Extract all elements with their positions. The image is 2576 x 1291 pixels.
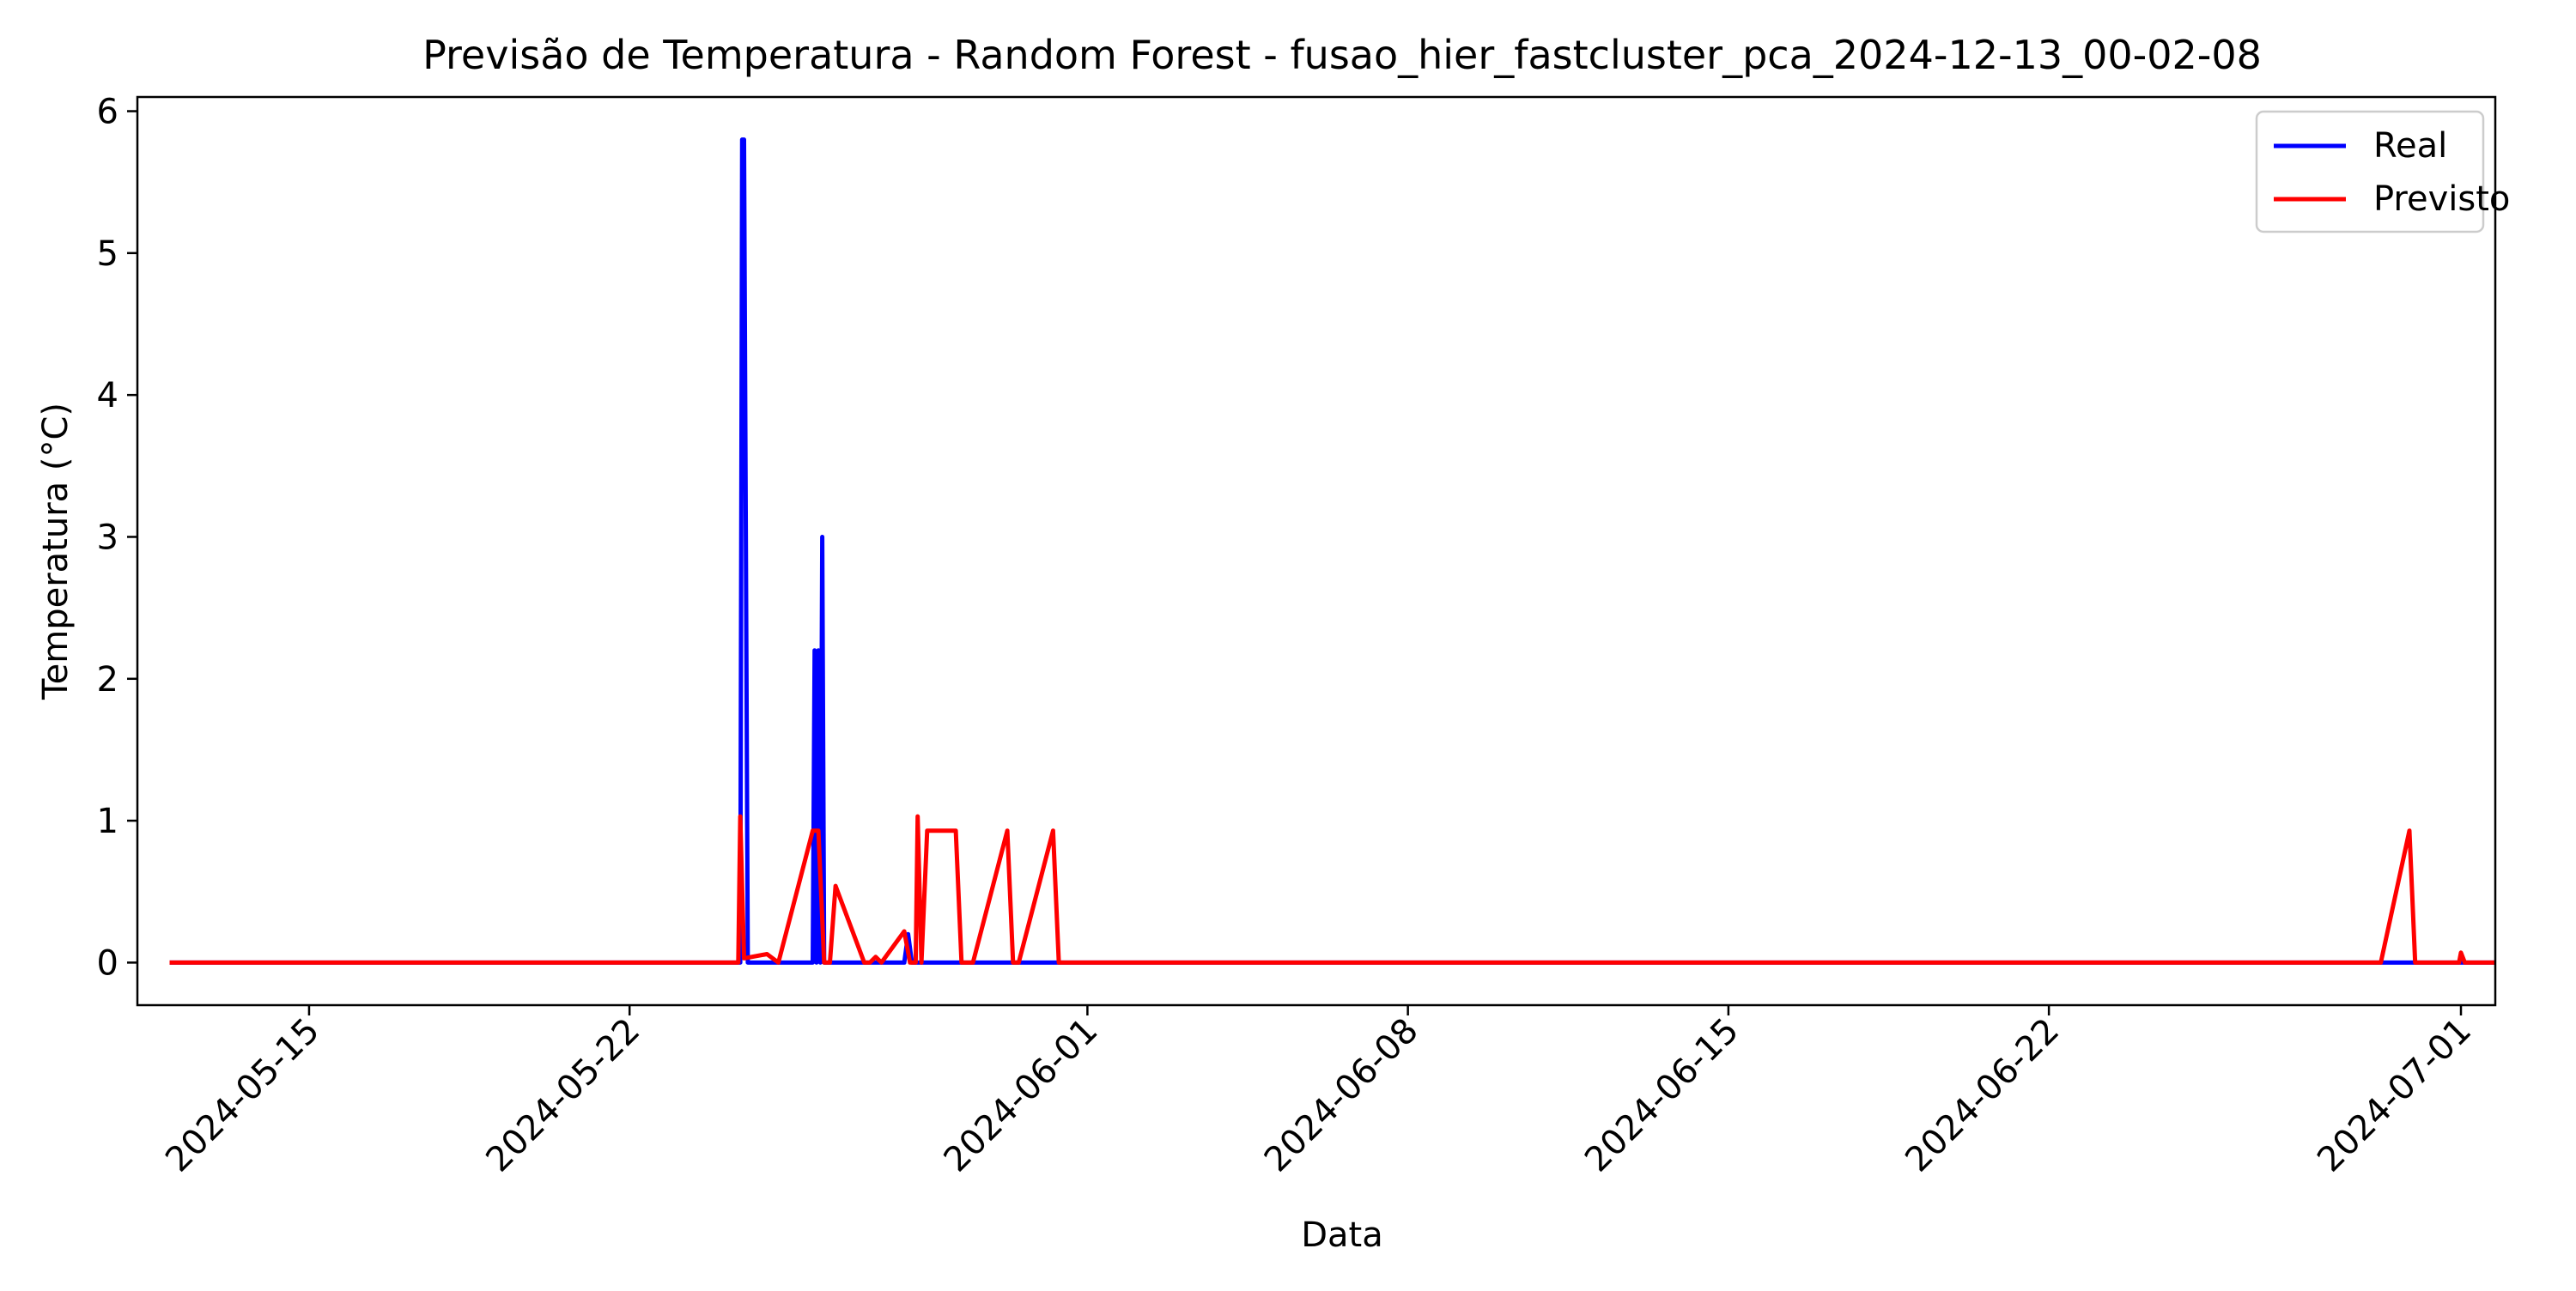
y-tick-label: 6: [97, 93, 118, 132]
y-tick-label: 0: [97, 943, 118, 983]
y-axis-label: Temperatura (°C): [36, 403, 76, 700]
legend-box: [2255, 110, 2485, 233]
series-layer: [169, 137, 2495, 965]
y-tick-label: 2: [97, 660, 118, 700]
y-tick-label: 3: [97, 518, 118, 557]
y-axis-ticks: 0 1 2 3 4 5 6: [97, 93, 137, 983]
plot-area-frame: [136, 95, 2497, 1007]
y-tick-label: 5: [97, 234, 118, 274]
series-line-previsto: [169, 814, 2495, 965]
chart-title: Previsão de Temperatura - Random Forest …: [422, 32, 2262, 78]
y-tick-label: 4: [97, 376, 118, 415]
legend-real-label: Real: [2373, 126, 2447, 166]
x-axis-label: Data: [1301, 1215, 1383, 1255]
legend[interactable]: Real Previsto: [2255, 110, 2510, 233]
series-line-real: [169, 137, 2495, 965]
y-tick-label: 1: [97, 802, 118, 841]
legend-previsto-label: Previsto: [2373, 179, 2510, 219]
